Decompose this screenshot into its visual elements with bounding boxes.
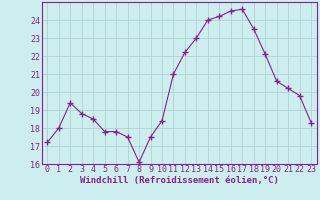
X-axis label: Windchill (Refroidissement éolien,°C): Windchill (Refroidissement éolien,°C) xyxy=(80,176,279,185)
